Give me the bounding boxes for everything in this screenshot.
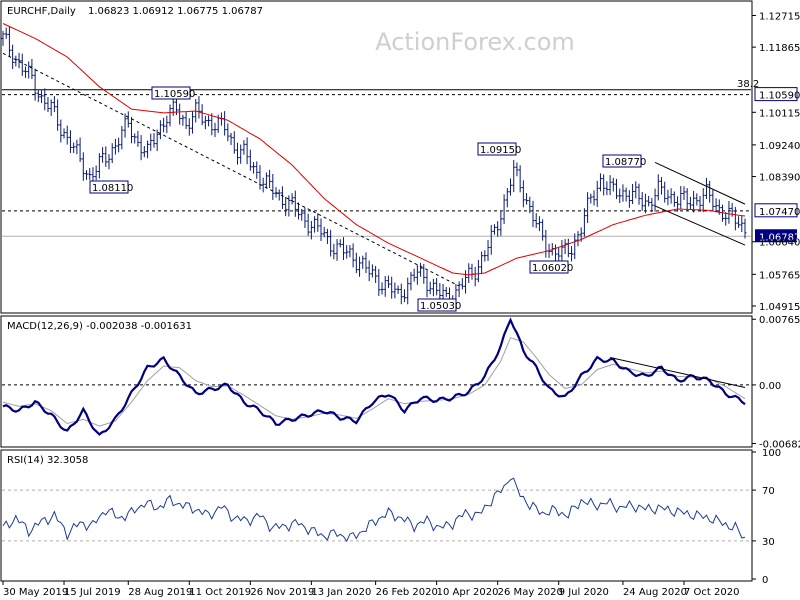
- price-annotation-label: 1.06020: [532, 263, 573, 274]
- symbol-label: EURCHF,Daily: [7, 6, 76, 17]
- y-tick-label: 1.08390: [759, 173, 800, 184]
- x-tick-label: 13 Jan 2020: [311, 587, 371, 598]
- x-tick-label: 26 Feb 2020: [376, 587, 438, 598]
- trendline: [654, 161, 746, 205]
- price-annotation-box: [151, 86, 191, 100]
- price-panel-frame: [0, 0, 753, 314]
- macd-panel-frame: [0, 315, 753, 448]
- x-tick-label: 10 Apr 2020: [437, 587, 499, 598]
- x-tick-label: 30 May 2019: [3, 587, 68, 598]
- price-annotation-label: 1.08110: [92, 183, 133, 194]
- macd-signal-line: [2, 337, 746, 427]
- y-tick-label: 1.05765: [759, 270, 800, 281]
- x-tick-label: 11 Oct 2019: [189, 587, 251, 598]
- price-annotation-label: 1.05030: [420, 301, 461, 312]
- macd-line: [2, 317, 746, 436]
- watermark: ActionForex.com: [375, 28, 575, 56]
- x-tick-label: 15 Jul 2019: [64, 587, 121, 598]
- fib-label: 38.2: [737, 79, 759, 90]
- x-tick-label: 24 Aug 2020: [623, 587, 687, 598]
- macd-trendline: [609, 356, 746, 388]
- y-tick-label: 1.10590: [759, 91, 800, 102]
- y-tick-label: 1.12715: [759, 11, 800, 22]
- macd-y-tick-label: 0.00: [759, 381, 781, 392]
- price-annotation-box: [477, 142, 517, 156]
- rsi-panel-frame: [0, 449, 753, 582]
- macd-y-tick-label: 0.007655: [759, 315, 800, 326]
- x-tick-label: 9 Jul 2020: [559, 587, 609, 598]
- y-tick-label: 1.07470: [759, 207, 800, 218]
- trendline: [2, 52, 460, 287]
- rsi-y-tick-label: 0: [762, 575, 768, 586]
- price-annotation-label: 1.10590: [154, 89, 195, 100]
- rsi-header: RSI(14) 32.3058: [7, 455, 88, 466]
- macd-y-tick-label: -0.006822: [759, 439, 800, 450]
- level-price-tag: [754, 203, 798, 218]
- price-annotation-box: [529, 260, 569, 274]
- y-tick-label: 1.11865: [759, 43, 800, 54]
- x-tick-label: 28 Aug 2019: [128, 587, 192, 598]
- rsi-y-tick-label: 70: [762, 486, 775, 497]
- x-tick-label: 26 Nov 2019: [250, 587, 314, 598]
- x-tick-label: 7 Oct 2020: [684, 587, 739, 598]
- macd-header: MACD(12,26,9) -0.002038 -0.001631: [7, 321, 192, 332]
- price-annotation-label: 1.09150: [480, 145, 521, 156]
- moving-average-line: [2, 23, 746, 276]
- y-tick-label: 1.04915: [759, 302, 800, 313]
- rsi-y-tick-label: 30: [762, 537, 775, 548]
- y-tick-label: 1.10115: [759, 108, 800, 119]
- price-annotation-box: [602, 154, 642, 168]
- ohlc-readout: 1.06823 1.06912 1.06775 1.06787: [88, 6, 263, 17]
- x-tick-label: 26 May 2020: [498, 587, 563, 598]
- rsi-line: [2, 477, 746, 543]
- y-tick-label: 1.06787: [759, 232, 800, 243]
- y-tick-label: 1.06640: [759, 238, 800, 249]
- price-annotation-box: [417, 298, 457, 312]
- rsi-y-tick-label: 100: [762, 448, 781, 459]
- y-tick-label: 1.09240: [759, 141, 800, 152]
- level-price-tag: [754, 87, 798, 102]
- price-annotation-box: [89, 180, 129, 194]
- price-annotation-label: 1.08770: [605, 157, 646, 168]
- trendline: [654, 205, 746, 246]
- current-price-tag: [755, 229, 797, 243]
